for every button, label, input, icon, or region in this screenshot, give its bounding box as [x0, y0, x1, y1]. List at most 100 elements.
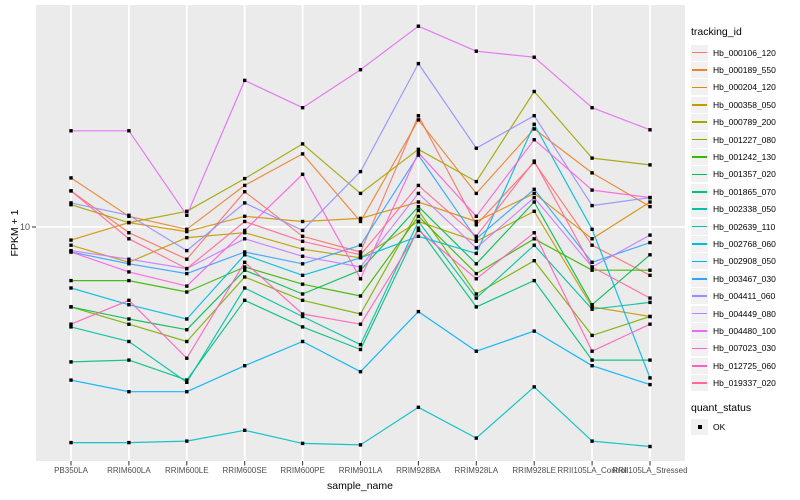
legend-key	[691, 322, 708, 339]
point-marker	[358, 68, 363, 72]
line-swatch-icon	[692, 260, 707, 263]
point-marker	[243, 286, 247, 290]
point-marker	[358, 169, 363, 174]
point-marker	[416, 309, 421, 314]
legend-item-label: Hb_000106_120	[713, 47, 776, 58]
point-marker	[243, 260, 247, 264]
line-swatch-icon	[692, 121, 707, 124]
line-swatch-icon	[692, 104, 707, 106]
line-swatch-icon	[692, 330, 707, 332]
line-swatch-icon	[692, 191, 707, 193]
legend-item: Hb_002338_050	[691, 201, 799, 218]
point-marker	[590, 268, 594, 272]
point-marker	[358, 443, 363, 447]
point-marker	[590, 333, 594, 338]
legend-item: Hb_000358_050	[691, 96, 799, 113]
legend-item-label: Hb_001242_130	[713, 152, 776, 163]
point-marker	[300, 292, 305, 296]
point-marker	[416, 147, 421, 151]
point-marker	[185, 266, 189, 271]
x-tick-label: RRIM928LE	[512, 466, 556, 475]
point-marker	[590, 156, 594, 160]
point-marker	[358, 256, 363, 260]
point-marker	[185, 213, 189, 217]
legend-item-label: Hb_000204_120	[713, 82, 776, 93]
point-marker	[358, 265, 363, 269]
point-marker	[69, 278, 73, 283]
point-marker	[474, 191, 478, 196]
x-tick-label: RRIM928LA	[454, 466, 499, 475]
point-marker	[127, 440, 131, 445]
legend-item-label: Hb_000189_550	[713, 65, 776, 76]
point-marker	[590, 227, 594, 231]
point-marker	[474, 214, 478, 218]
point-marker	[69, 360, 73, 364]
legend-item: Hb_002908_050	[691, 253, 799, 270]
point-marker	[474, 277, 478, 281]
point-marker	[127, 390, 131, 394]
point-marker	[185, 439, 189, 443]
point-marker	[243, 250, 247, 254]
point-marker	[474, 349, 478, 353]
point-marker	[474, 271, 478, 276]
point-marker	[648, 300, 652, 305]
point-marker	[532, 237, 536, 241]
point-marker	[127, 358, 131, 362]
x-tick-label: RRIM600LE	[165, 466, 209, 475]
point-marker	[474, 237, 478, 241]
line-swatch-icon	[692, 347, 707, 350]
point-marker	[358, 277, 363, 281]
legend-color-title: tracking_id	[691, 26, 742, 38]
line-swatch-icon	[692, 156, 707, 158]
legend-item-label: Hb_002908_050	[713, 256, 776, 267]
y-tick-label: 10	[19, 222, 30, 232]
point-marker	[300, 106, 305, 110]
point-marker	[243, 253, 247, 257]
point-marker	[358, 216, 363, 221]
point-marker	[648, 163, 652, 167]
legend-item: Hb_001242_130	[691, 148, 799, 166]
point-marker	[358, 253, 363, 257]
legend-key	[691, 114, 708, 131]
line-swatch-icon	[692, 86, 707, 89]
legend-key	[691, 375, 708, 392]
legend-key	[691, 235, 708, 252]
legend-item: Hb_004411_060	[691, 287, 799, 305]
point-marker	[358, 370, 363, 374]
point-marker	[474, 223, 478, 227]
legend-key	[691, 288, 708, 305]
point-marker	[69, 378, 73, 382]
point-marker	[590, 303, 594, 307]
point-marker	[474, 49, 478, 53]
point-marker	[648, 444, 652, 449]
point-marker	[185, 378, 189, 382]
point-marker	[185, 209, 189, 213]
point-marker	[358, 268, 363, 272]
point-marker	[532, 278, 536, 283]
point-marker	[243, 364, 247, 368]
point-marker	[69, 305, 73, 309]
point-marker	[127, 298, 131, 302]
point-marker	[648, 253, 652, 257]
legend-key	[691, 218, 708, 235]
x-tick-label: PB350LA	[54, 466, 88, 475]
legend-item: Hb_000204_120	[691, 79, 799, 96]
point-marker	[300, 142, 305, 146]
point-marker	[590, 171, 594, 175]
point-marker	[300, 312, 305, 316]
point-marker	[358, 347, 363, 352]
point-marker	[300, 172, 305, 176]
line-swatch-icon	[692, 243, 707, 245]
point-marker	[185, 317, 189, 321]
legend-item-label: Hb_000358_050	[713, 99, 776, 110]
point-marker	[69, 250, 73, 254]
point-marker	[532, 231, 536, 235]
point-marker	[243, 275, 247, 279]
line-swatch-icon	[692, 138, 707, 141]
point-marker	[474, 292, 478, 296]
legend-item-label: Hb_001357_020	[713, 169, 776, 180]
point-marker	[185, 248, 189, 253]
legend-item: Hb_001357_020	[691, 166, 799, 183]
point-marker	[185, 380, 189, 384]
x-tick-label: RRII105LA_Control	[557, 466, 627, 475]
